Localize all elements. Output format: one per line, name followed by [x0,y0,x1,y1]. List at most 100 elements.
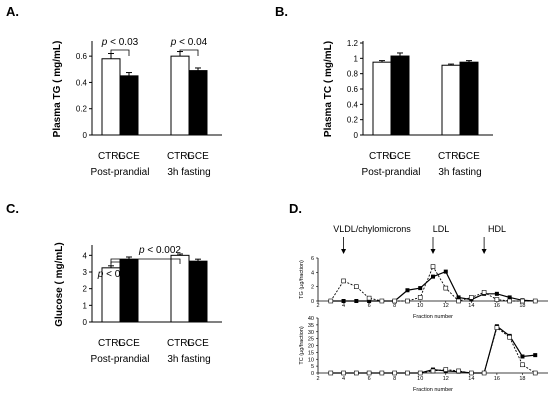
p-value-label: p < 0.03 [101,37,139,48]
series-marker-open [456,298,461,304]
y-axis-label: TC (µg/fraction) [299,326,305,364]
category-label: GCE [118,338,140,349]
series-marker-open [481,370,487,376]
bar [188,260,208,323]
p-value-label: p < 0.04 [170,37,208,48]
x-tick-label: 14 [468,303,474,309]
group-label: 3h fasting [438,167,481,178]
y-tick-label: 0.4 [347,100,359,109]
bar [119,75,139,136]
x-tick-label: 4 [342,303,345,309]
bar [170,55,190,136]
series-marker-open [354,284,359,289]
series-marker-open [328,298,334,304]
series-marker-open [507,334,512,340]
group-label: 3h fasting [167,167,210,178]
p-value: 0.002 [156,245,181,256]
x-tick-label: 4 [342,376,345,382]
y-tick-label: 1 [83,301,88,310]
series-marker-open [469,295,474,300]
series-marker-filled [533,353,538,358]
annotation-arrowhead [341,249,347,254]
x-tick-label: 2 [316,303,319,309]
y-tick-label: 0 [83,131,88,140]
y-axis-label: Glucose ( mg/mL) [54,242,65,326]
y-tick-label: 0.4 [76,78,88,87]
series-marker-filled [367,299,372,303]
y-axis-label: Plasma TG ( mg/mL) [52,41,63,138]
series-marker-filled [520,354,525,359]
fraction-annotation: VLDL/chylomicrons [333,224,411,234]
x-tick-label: 6 [368,303,371,309]
panel-b: B. 0 0.2 0.4 0.6 0.8 1 1.2 Plasma TC ( mg/mL) CTR… [275,4,493,178]
x-tick-label: 12 [443,376,449,382]
bar [390,55,410,136]
p-value: 0.04 [188,37,208,48]
y-tick-label: 10 [308,357,314,363]
x-tick-label: 16 [494,376,500,382]
series-marker-open [443,367,449,372]
series-marker-open [366,295,372,301]
series-line-open [330,326,536,374]
category-label: GCE [458,151,480,162]
series-marker-open [405,370,410,376]
series-marker-open [494,325,500,330]
y-tick-label: 35 [308,323,314,329]
y-axis-label: TG (µg/fraction) [299,260,305,299]
panel-label: B. [275,4,288,19]
significance-bracket [179,49,199,56]
bar [188,70,208,136]
group-label: Post-prandial [91,167,150,178]
panel-label: C. [6,201,19,216]
series-marker-open [507,298,512,304]
y-tick-label: 4 [83,251,88,260]
x-tick-label: 8 [393,376,396,382]
x-tick-label: 8 [393,303,396,309]
y-tick-label: 0 [83,318,88,327]
y-tick-label: 0 [311,371,314,377]
y-tick-label: 0.6 [76,52,88,61]
p-symbol: p [97,269,104,280]
significance-bracket [110,261,130,268]
p-symbol: p [170,37,177,48]
annotation-arrowhead [430,249,436,254]
series-marker-filled [431,274,435,279]
series-marker-open [532,298,538,304]
y-tick-label: 40 [308,316,314,322]
series-marker-open [430,264,436,269]
category-label: CTRL [369,151,396,162]
category-label: CTRL [98,151,125,162]
series-marker-open [366,370,372,376]
series-marker-filled [443,269,448,274]
y-tick-label: 1.2 [347,39,359,48]
category-label: GCE [187,338,209,349]
y-tick-label: 0.8 [347,70,359,79]
group-label: Post-prandial [362,167,421,178]
y-axis-label: Plasma TC ( mg/mL) [323,41,334,137]
series-marker-open [417,370,423,376]
series-marker-open [481,290,487,295]
series-marker-filled [405,288,410,293]
y-tick-label: 4 [311,270,314,276]
y-tick-label: 0 [354,131,359,140]
bar [459,61,479,136]
series-marker-open [469,370,474,376]
p-value-label: p < 0.05 [97,269,135,280]
bar [372,61,392,136]
p-value: 0.03 [119,37,139,48]
significance-bracket [110,49,130,56]
p-symbol: p [138,245,145,256]
x-tick-label: 18 [519,376,525,382]
category-label: GCE [389,151,411,162]
x-tick-label: 2 [316,376,319,382]
series-marker-open [392,370,397,376]
series-marker-open [532,370,538,376]
x-tick-label: 10 [417,376,423,382]
series-marker-open [392,298,397,304]
p-value-label: p < 0.002 [138,245,181,256]
series-marker-open [430,368,436,374]
annotation-arrowhead [481,249,487,254]
series-marker-open [328,370,334,376]
